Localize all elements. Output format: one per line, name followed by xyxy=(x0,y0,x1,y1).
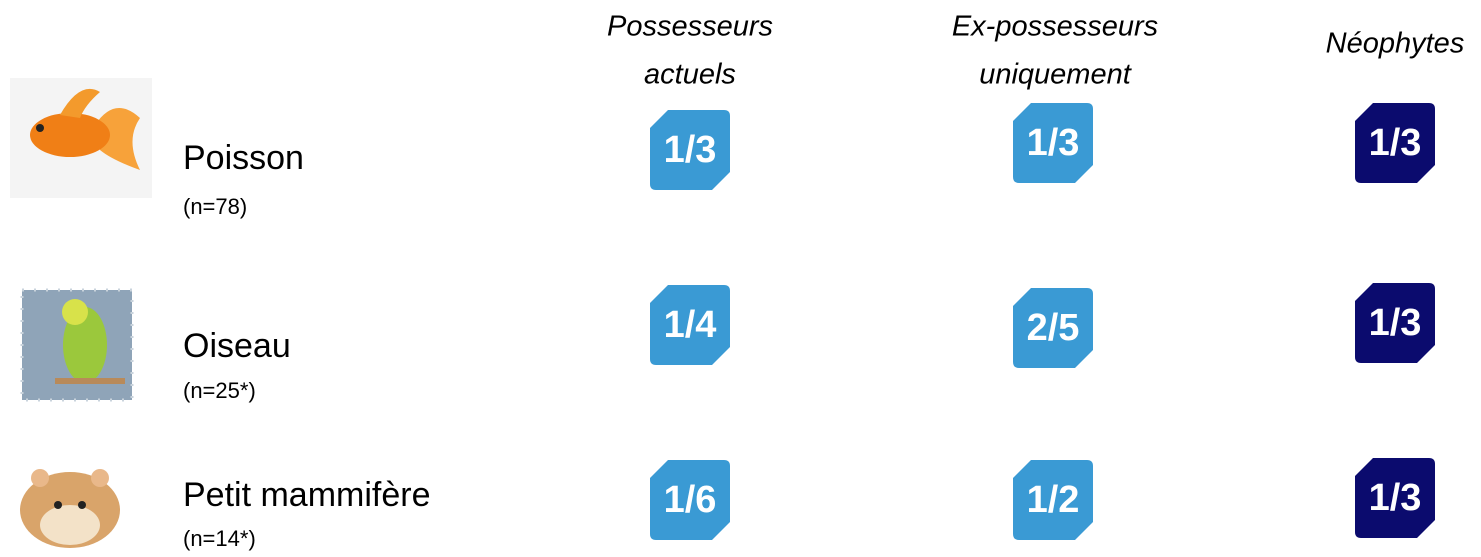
badge: 1/3 xyxy=(1355,103,1435,183)
row-label: Petit mammifère xyxy=(183,476,431,514)
badge: 1/3 xyxy=(1013,103,1093,183)
badge-value: 1/4 xyxy=(664,304,717,346)
column-header: Néophytes xyxy=(1326,28,1465,60)
column-header: Possesseurs xyxy=(607,11,773,43)
column-header: uniquement xyxy=(979,59,1132,91)
badge-value: 1/3 xyxy=(1369,302,1422,344)
slide: Possesseurs actuels Ex-possesseurs uniqueme… xyxy=(0,0,1481,557)
column-header: Ex-possesseurs xyxy=(952,11,1158,43)
badge: 1/3 xyxy=(1355,283,1435,363)
badge-value: 2/5 xyxy=(1027,307,1080,349)
row-count: (n=25*) xyxy=(183,378,256,403)
badge: 2/5 xyxy=(1013,288,1093,368)
badge-value: 1/2 xyxy=(1027,479,1080,521)
bird-picture xyxy=(22,290,132,400)
row-count: (n=78) xyxy=(183,194,247,219)
badge-value: 1/3 xyxy=(1027,122,1080,164)
badge-value: 1/3 xyxy=(1369,477,1422,519)
badge-value: 1/3 xyxy=(664,129,717,171)
badge-value: 1/6 xyxy=(664,479,717,521)
row-label: Oiseau xyxy=(183,327,291,365)
badge: 1/4 xyxy=(650,285,730,365)
column-header: actuels xyxy=(644,59,736,91)
row-count: (n=14*) xyxy=(183,526,256,551)
badge: 1/3 xyxy=(650,110,730,190)
badge: 1/6 xyxy=(650,460,730,540)
badge-value: 1/3 xyxy=(1369,122,1422,164)
fish-picture xyxy=(10,78,152,198)
row-label: Poisson xyxy=(183,139,304,177)
badge: 1/2 xyxy=(1013,460,1093,540)
badge: 1/3 xyxy=(1355,458,1435,538)
hamster-picture xyxy=(20,469,120,548)
